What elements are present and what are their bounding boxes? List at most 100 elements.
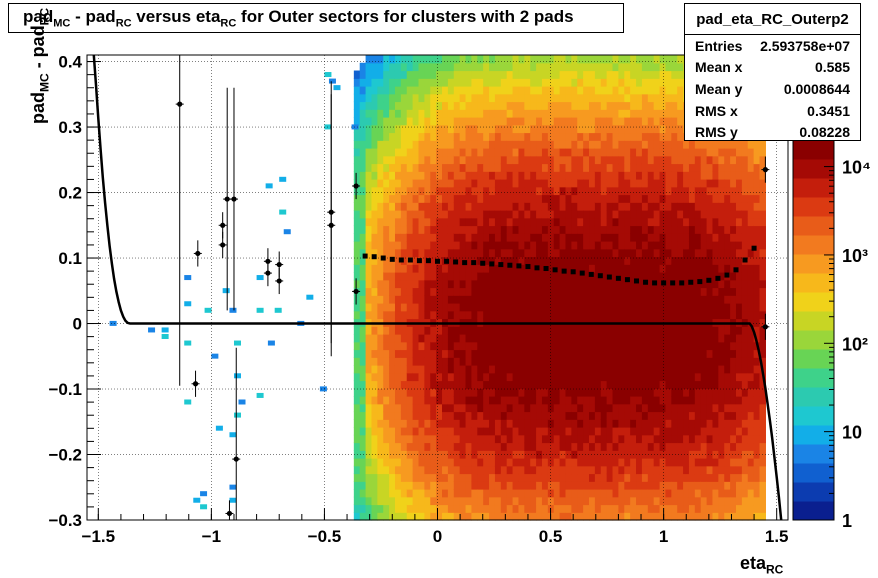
heatmap-cell xyxy=(512,411,520,420)
heatmap-cell xyxy=(647,473,655,482)
heatmap-cell xyxy=(389,86,396,95)
heatmap-cell xyxy=(424,473,431,482)
heatmap-cell xyxy=(624,132,631,141)
heatmap-cell xyxy=(659,101,667,110)
heatmap-cell xyxy=(671,287,678,296)
heatmap-cell xyxy=(641,109,649,118)
heatmap-cell xyxy=(536,241,543,250)
heatmap-cell xyxy=(547,357,555,366)
heatmap-cell xyxy=(536,279,543,289)
heatmap-cell xyxy=(424,155,431,165)
heatmap-cell xyxy=(647,287,655,296)
heatmap-cell xyxy=(589,217,596,227)
heatmap-cell xyxy=(700,217,708,227)
heatmap-cell xyxy=(659,202,667,211)
heatmap-cell xyxy=(365,310,373,320)
heatmap-cell xyxy=(359,248,367,258)
heatmap-cell xyxy=(412,109,420,118)
heatmap-cell xyxy=(436,117,443,126)
heatmap-cell xyxy=(606,210,614,219)
heatmap-cell xyxy=(718,155,725,165)
heatmap-cell xyxy=(377,411,384,420)
heatmap-cell xyxy=(436,473,443,482)
heatmap-cell xyxy=(700,357,708,366)
heatmap-cell xyxy=(647,124,655,134)
heatmap-cell xyxy=(577,78,584,87)
heatmap-cell xyxy=(383,458,390,467)
heatmap-cell xyxy=(489,427,496,436)
heatmap-cell xyxy=(506,62,514,72)
heatmap-cell xyxy=(465,117,473,126)
heatmap-cell xyxy=(688,140,696,149)
heatmap-cell xyxy=(500,93,508,103)
heatmap-cell xyxy=(489,310,496,320)
heatmap-cell xyxy=(618,225,625,234)
heatmap-cell xyxy=(453,295,461,304)
heatmap-cell xyxy=(204,307,212,313)
heatmap-cell xyxy=(530,86,537,95)
axes: −1.5 −1 −0.5 0 0.5 1 1.5−0.3−0.2−0.100.10.20.3… xyxy=(48,53,788,546)
heatmap-cell xyxy=(741,155,749,165)
heatmap-cell xyxy=(394,194,402,203)
heatmap-cell xyxy=(447,465,455,475)
heatmap-cell xyxy=(700,465,708,475)
mean-profile-point xyxy=(462,260,468,266)
heatmap-cell xyxy=(600,241,608,250)
heatmap-cell xyxy=(706,512,714,521)
heatmap-cell xyxy=(659,465,667,475)
heatmap-cell xyxy=(735,248,743,258)
heatmap-cell xyxy=(683,396,690,405)
heatmap-cell xyxy=(636,341,643,351)
heatmap-cell xyxy=(424,419,431,428)
heatmap-cell xyxy=(753,194,761,203)
heatmap-cell xyxy=(571,202,578,211)
colorbar-tick-label: 10⁴ xyxy=(842,158,871,178)
heatmap-cell xyxy=(589,264,596,273)
heatmap-cell xyxy=(571,465,578,475)
heatmap-cell xyxy=(394,124,402,134)
heatmap-cell xyxy=(471,55,478,64)
heatmap-cell xyxy=(612,295,620,304)
heatmap-cell xyxy=(753,264,761,273)
heatmap-cell xyxy=(412,248,420,258)
heatmap-cell xyxy=(583,380,590,389)
heatmap-cell xyxy=(389,163,396,172)
heatmap-cell xyxy=(741,334,749,343)
heatmap-cell xyxy=(677,303,684,312)
heatmap-cell xyxy=(406,179,414,188)
heatmap-cell xyxy=(536,504,543,513)
heatmap-cell xyxy=(436,341,443,351)
heatmap-cell xyxy=(724,163,731,172)
heatmap-cell xyxy=(730,372,737,382)
heatmap-cell xyxy=(506,357,514,366)
heatmap-cell xyxy=(547,396,555,405)
heatmap-cell xyxy=(383,504,390,513)
heatmap-cell xyxy=(730,396,737,405)
heatmap-cell xyxy=(730,140,737,149)
heatmap-cell xyxy=(518,217,525,227)
heatmap-cell xyxy=(594,186,602,196)
heatmap-cell xyxy=(489,396,496,405)
heatmap-cell xyxy=(630,473,637,482)
heatmap-cell xyxy=(677,225,684,234)
heatmap-cell xyxy=(459,78,467,87)
heatmap-cell xyxy=(759,465,766,475)
heatmap-cell xyxy=(436,427,443,436)
heatmap-cell xyxy=(647,101,655,110)
heatmap-cell xyxy=(471,117,478,126)
heatmap-cell xyxy=(506,442,514,451)
heatmap-cell xyxy=(412,86,420,95)
heatmap-cell xyxy=(400,217,408,227)
heatmap-cell xyxy=(730,489,737,498)
heatmap-cell xyxy=(406,155,414,165)
heatmap-cell xyxy=(377,148,384,157)
heatmap-cell xyxy=(706,427,714,436)
heatmap-cell xyxy=(589,70,596,79)
heatmap-cell xyxy=(359,465,367,475)
heatmap-cell xyxy=(453,202,461,211)
heatmap-cell xyxy=(553,163,561,172)
heatmap-cell xyxy=(256,392,264,398)
heatmap-cell xyxy=(406,101,414,110)
heatmap-cell xyxy=(418,388,425,397)
stats-row-entries: Entries 2.593758e+07 xyxy=(695,37,850,54)
